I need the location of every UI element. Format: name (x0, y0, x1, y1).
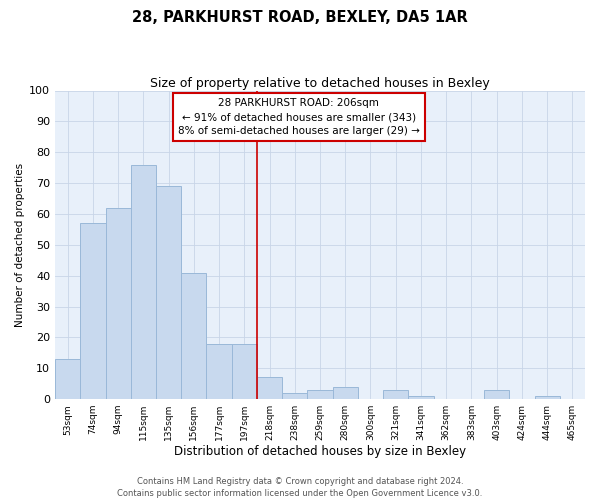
Bar (282, 393, 307, 399)
Bar (484, 390, 509, 399)
Bar (156, 186, 181, 399)
Bar (535, 396, 560, 399)
Bar (131, 164, 156, 399)
Bar (55, 359, 80, 399)
Y-axis label: Number of detached properties: Number of detached properties (15, 162, 25, 327)
Bar (307, 390, 332, 399)
Bar (332, 387, 358, 399)
Bar (181, 272, 206, 399)
Bar (383, 390, 409, 399)
Bar (232, 344, 257, 399)
X-axis label: Distribution of detached houses by size in Bexley: Distribution of detached houses by size … (174, 444, 466, 458)
Bar (257, 378, 282, 399)
Bar (206, 344, 232, 399)
Text: 28 PARKHURST ROAD: 206sqm
← 91% of detached houses are smaller (343)
8% of semi-: 28 PARKHURST ROAD: 206sqm ← 91% of detac… (178, 98, 420, 136)
Text: 28, PARKHURST ROAD, BEXLEY, DA5 1AR: 28, PARKHURST ROAD, BEXLEY, DA5 1AR (132, 10, 468, 25)
Bar (409, 396, 434, 399)
Title: Size of property relative to detached houses in Bexley: Size of property relative to detached ho… (150, 78, 490, 90)
Bar (80, 223, 106, 399)
Bar (106, 208, 131, 399)
Text: Contains HM Land Registry data © Crown copyright and database right 2024.
Contai: Contains HM Land Registry data © Crown c… (118, 476, 482, 498)
